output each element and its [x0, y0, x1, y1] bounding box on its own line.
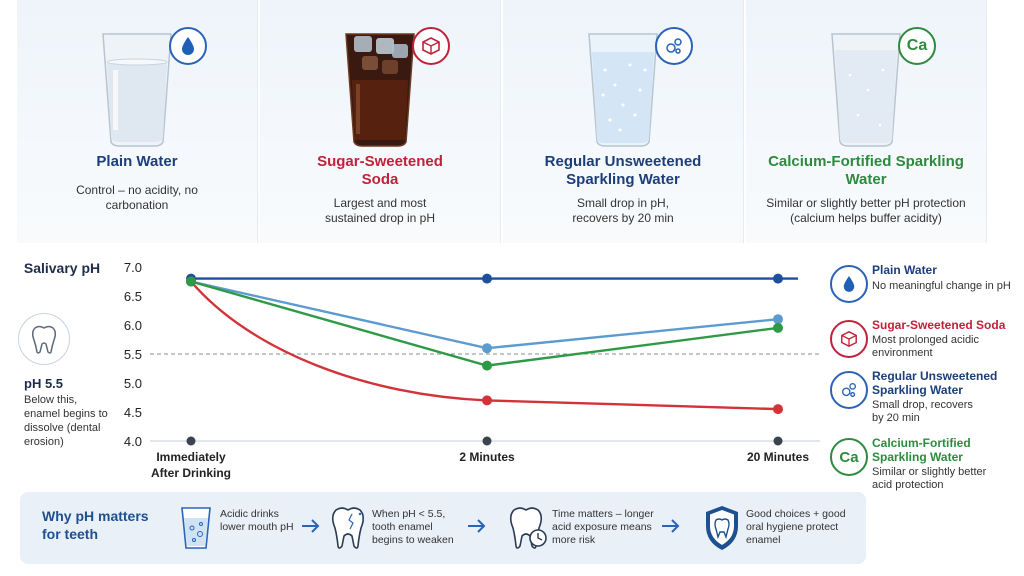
data-point: [482, 360, 492, 371]
step-text: Time matters – longer acid exposure mean…: [552, 508, 654, 546]
drink-description: Similar or slightly better pH protection…: [766, 196, 966, 225]
x-tick-label: 2 Minutes: [459, 450, 515, 464]
drink-title: Regular Unsweetened Sparkling Water: [544, 153, 702, 188]
drink-card-calcium: Ca Calcium-Fortified Sparkling Water Sim…: [746, 0, 987, 243]
water-drop-icon: [830, 265, 868, 303]
sugar-cube-icon: [412, 27, 450, 65]
drink-card-soda: Sugar-Sweetened Soda Largest and most su…: [260, 0, 501, 243]
y-tick-label: 4.5: [124, 405, 142, 420]
data-point: [482, 395, 492, 406]
drink-title: Sugar-Sweetened Soda: [317, 153, 443, 188]
x-axis-marker: [482, 436, 492, 446]
x-tick-label: 20 Minutes: [747, 450, 809, 464]
x-tick-label: Immediately After Drinking: [151, 450, 231, 480]
panel-title: Why pH matters for teeth: [42, 508, 149, 542]
legend-name: Plain Water: [872, 263, 937, 277]
drink-description: Small drop in pH, recovers by 20 min: [572, 196, 674, 225]
y-tick-label: 5.5: [124, 347, 142, 362]
step-text: Acidic drinks lower mouth pH: [220, 508, 294, 533]
drink-title: Plain Water: [96, 153, 178, 170]
drink-description: Control – no acidity, no carbonation: [76, 183, 198, 212]
bubbles-icon: [830, 371, 868, 409]
cracked-tooth-icon: [331, 507, 365, 549]
arrow-right-icon: [662, 519, 680, 533]
y-tick-label: 6.5: [124, 289, 142, 304]
glass-bubbles-icon: [181, 507, 211, 549]
sugar-cube-icon: [830, 320, 868, 358]
drink-card-plain-water: Plain Water Control – no acidity, no car…: [17, 0, 258, 243]
arrow-right-icon: [302, 519, 320, 533]
plain-water-glass-image: [102, 33, 172, 147]
y-axis-label: Salivary pH: [23, 260, 101, 276]
legend-description: Similar or slightly better acid protecti…: [872, 466, 987, 491]
tooth-clock-icon: [509, 507, 547, 549]
arrow-right-icon: [468, 519, 486, 533]
data-point: [482, 273, 492, 284]
y-tick-label: 6.0: [124, 318, 142, 333]
drink-card-sparkling: Regular Unsweetened Sparkling Water Smal…: [503, 0, 744, 243]
legend-name: Calcium-Fortified Sparkling Water: [872, 436, 971, 464]
data-point: [773, 322, 783, 333]
x-axis-marker: [773, 436, 783, 446]
x-axis-marker: [186, 436, 196, 446]
calcium-badge-text: Ca: [839, 448, 859, 466]
y-tick-label: 5.0: [124, 376, 142, 391]
drink-title: Calcium-Fortified Sparkling Water: [768, 153, 964, 188]
calcium-badge-text: Ca: [906, 37, 928, 54]
why-ph-matters-panel: Why pH matters for teeth Acidic drinks l…: [20, 492, 866, 564]
legend-description: Most prolonged acidic environment: [872, 334, 980, 359]
step-text: Good choices + good oral hygiene protect…: [746, 508, 846, 546]
drink-description: Largest and most sustained drop in pH: [324, 196, 436, 225]
tooth-shield-icon: [706, 506, 738, 550]
calcium-badge: Ca: [898, 27, 936, 65]
legend-name: Regular Unsweetened Sparkling Water: [872, 369, 998, 397]
data-point: [773, 273, 783, 284]
legend-description: Small drop, recovers by 20 min: [872, 399, 973, 424]
drink-cards: Plain Water Control – no acidity, no car…: [0, 0, 1024, 245]
step-text: When pH < 5.5, tooth enamel begins to we…: [372, 508, 454, 546]
threshold-title: pH 5.5: [24, 376, 64, 391]
tooth-icon: [18, 313, 70, 365]
legend-description: No meaningful change in pH: [872, 280, 1011, 292]
series-line: [190, 280, 779, 411]
y-tick-label: 7.0: [124, 260, 142, 275]
bubbles-icon: [655, 27, 693, 65]
y-tick-label: 4.0: [124, 434, 142, 449]
series-line: [190, 280, 779, 367]
data-point: [482, 343, 492, 354]
ph-line-chart: 4.0 4.5 5.0 5.5 6.0 6.5 7.0 Immediately After Dr…: [124, 260, 820, 480]
threshold-description: Below this, enamel begins to dissolve (d…: [24, 394, 108, 448]
soda-glass-image: [345, 33, 415, 147]
data-point: [773, 404, 783, 415]
data-point: [773, 314, 783, 325]
data-point: [186, 276, 196, 287]
calcium-glass-image: [831, 33, 901, 147]
calcium-badge: Ca: [830, 438, 868, 476]
water-drop-icon: [169, 27, 207, 65]
legend-name: Sugar-Sweetened Soda: [872, 318, 1006, 332]
sparkling-glass-image: [588, 33, 658, 147]
